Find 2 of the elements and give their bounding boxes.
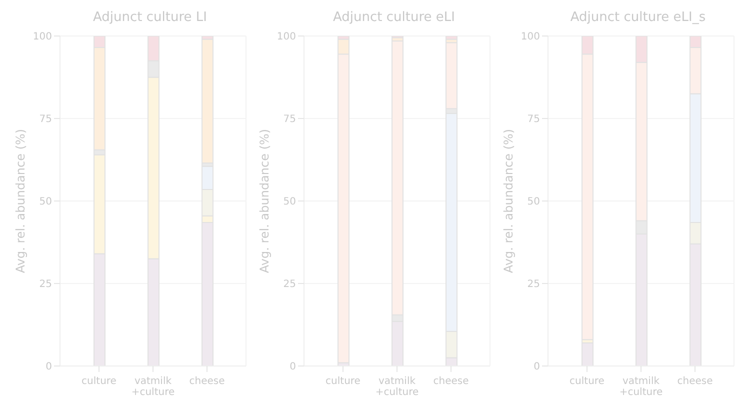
- bar: [202, 38, 214, 164]
- bar: [446, 36, 458, 40]
